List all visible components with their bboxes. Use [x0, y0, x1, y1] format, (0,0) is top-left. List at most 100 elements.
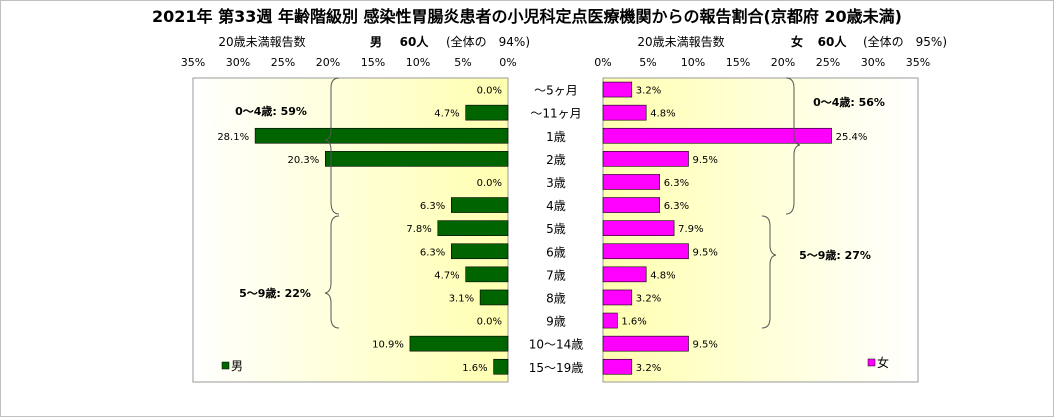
- right-header-share: (全体の 95%): [863, 34, 947, 49]
- right-tick-label: 25%: [816, 56, 840, 69]
- right-tick-label: 35%: [906, 56, 930, 69]
- male-bar: [465, 104, 509, 121]
- male-bar: [450, 243, 509, 260]
- male-bar: [409, 335, 509, 352]
- left-header-count: 60人: [400, 34, 430, 49]
- left-tick-label: 25%: [271, 56, 295, 69]
- female-5-9-brace: [761, 215, 777, 329]
- male-bar: [324, 151, 509, 167]
- female-5-9-annotation: 5～9歳: 27%: [799, 248, 871, 262]
- category-label: 10～14歳: [529, 338, 584, 352]
- male-0-4-brace: [324, 77, 340, 215]
- category-label: 1歳: [546, 130, 566, 144]
- legend-male-swatch: [221, 361, 230, 370]
- female-bar: [602, 174, 661, 190]
- female-value-label: 7.9%: [678, 224, 703, 235]
- female-value-label: 1.6%: [621, 317, 646, 328]
- right-tick-label: 20%: [771, 56, 795, 69]
- male-value-label: 4.7%: [434, 270, 459, 281]
- category-label: ～5ヶ月: [534, 84, 578, 98]
- right-tick-label: 15%: [726, 56, 750, 69]
- female-value-label: 9.5%: [693, 247, 718, 258]
- female-bar: [602, 266, 647, 283]
- male-0-4-annotation: 0～4歳: 59%: [235, 104, 307, 118]
- female-value-label: 3.2%: [636, 86, 661, 97]
- female-value-label: 25.4%: [836, 132, 868, 143]
- male-bar: [479, 289, 509, 306]
- male-5-9-brace: [324, 215, 340, 329]
- female-value-label: 4.8%: [650, 109, 675, 120]
- male-bar: [450, 197, 509, 213]
- male-5-9-annotation: 5～9歳: 22%: [239, 286, 311, 300]
- right-header-label: 20歳未満報告数: [637, 34, 724, 49]
- male-value-label: 0.0%: [477, 178, 502, 189]
- female-value-label: 9.5%: [693, 340, 718, 351]
- female-value-label: 6.3%: [664, 201, 689, 212]
- left-tick-label: 35%: [181, 56, 205, 69]
- left-tick-label: 30%: [226, 56, 250, 69]
- left-tick-label: 5%: [454, 56, 471, 69]
- legend-female-swatch: [867, 358, 876, 367]
- category-label: 4歳: [546, 199, 566, 213]
- female-bar: [602, 243, 689, 260]
- male-value-label: 6.3%: [420, 201, 445, 212]
- female-value-label: 9.5%: [693, 155, 718, 166]
- right-header-sex: 女: [791, 34, 803, 49]
- left-tick-label: 15%: [361, 56, 385, 69]
- male-value-label: 3.1%: [449, 293, 474, 304]
- male-value-label: 20.3%: [288, 155, 320, 166]
- right-tick-label: 30%: [861, 56, 885, 69]
- female-bar: [602, 127, 832, 144]
- male-value-label: 10.9%: [372, 340, 404, 351]
- female-bar: [602, 104, 647, 121]
- male-value-label: 28.1%: [217, 132, 249, 143]
- male-bar: [493, 358, 509, 375]
- left-header-label: 20歳未満報告数: [218, 34, 305, 49]
- male-value-label: 0.0%: [477, 86, 502, 97]
- category-label: 2歳: [546, 153, 566, 167]
- right-tick-label: 0%: [594, 56, 611, 69]
- legend-male-label: 男: [231, 359, 243, 373]
- female-value-label: 3.2%: [636, 293, 661, 304]
- right-header-count: 60人: [818, 34, 848, 49]
- chart-title: 2021年 第33週 年齢階級別 感染性胃腸炎患者の小児科定点医療機関からの報告…: [152, 7, 902, 26]
- female-bar: [602, 197, 661, 213]
- category-labels: ～5ヶ月 ～11ヶ月 1歳 2歳 3歳 4歳 5歳 6歳 7歳 8歳 9歳 10～14歳 15～19歳: [529, 84, 584, 375]
- category-label: 8歳: [546, 291, 566, 305]
- female-value-label: 4.8%: [650, 270, 675, 281]
- left-header-share: (全体の 94%): [446, 34, 530, 49]
- left-axis-ticks: 35% 30% 25% 20% 15% 10% 5% 0%: [181, 56, 517, 69]
- female-0-4-annotation: 0～4歳: 56%: [813, 95, 885, 109]
- female-bar: [602, 289, 633, 306]
- category-label: 5歳: [546, 222, 566, 236]
- male-bar: [254, 127, 509, 144]
- male-value-label: 6.3%: [420, 247, 445, 258]
- male-bar: [437, 220, 509, 236]
- right-tick-label: 10%: [681, 56, 705, 69]
- category-label: ～11ヶ月: [530, 107, 581, 121]
- left-tick-label: 10%: [406, 56, 430, 69]
- male-value-label: 4.7%: [434, 109, 459, 120]
- female-0-4-brace: [785, 77, 801, 215]
- left-header-sex: 男: [370, 35, 382, 49]
- male-value-label: 0.0%: [477, 317, 502, 328]
- legend-female-label: 女: [877, 355, 889, 370]
- female-bar: [602, 358, 633, 375]
- left-tick-label: 20%: [316, 56, 340, 69]
- female-bar: [602, 151, 689, 167]
- right-tick-label: 5%: [639, 56, 656, 69]
- male-value-label: 7.8%: [406, 224, 431, 235]
- left-tick-label: 0%: [499, 56, 516, 69]
- female-value-labels: 3.2% 4.8% 25.4% 9.5% 6.3% 6.3% 7.9% 9.5% 4.8% 3.2…: [621, 86, 867, 374]
- female-bar: [602, 335, 689, 352]
- female-value-label: 6.3%: [664, 178, 689, 189]
- category-label: 15～19歳: [529, 361, 584, 375]
- category-label: 7歳: [546, 268, 566, 282]
- male-value-labels: 0.0% 4.7% 28.1% 20.3% 0.0% 6.3% 7.8% 6.3% 4.7% 3.…: [217, 86, 502, 374]
- female-value-label: 3.2%: [636, 363, 661, 374]
- female-bar: [602, 220, 675, 236]
- category-label: 9歳: [546, 315, 566, 329]
- category-label: 6歳: [546, 245, 566, 259]
- female-bars: [602, 81, 832, 375]
